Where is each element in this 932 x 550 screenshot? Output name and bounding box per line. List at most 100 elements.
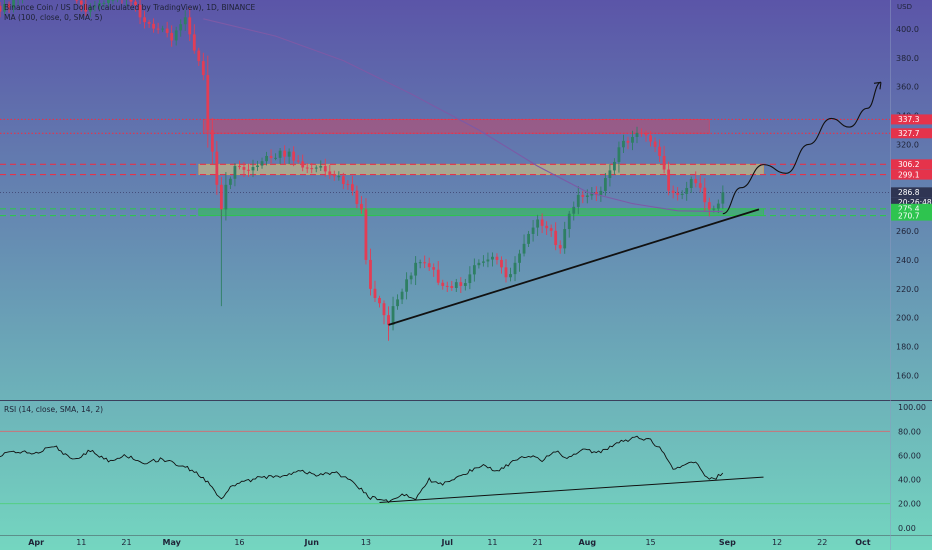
candle-body bbox=[658, 146, 661, 156]
candle bbox=[79, 0, 83, 12]
candle-body bbox=[721, 192, 725, 204]
time-axis-tick: 16 bbox=[234, 538, 244, 547]
candle bbox=[707, 197, 711, 217]
candle-body bbox=[373, 288, 377, 298]
ma-indicator-label[interactable]: MA (100, close, 0, SMA, 5) bbox=[4, 13, 103, 22]
candle-body bbox=[355, 190, 359, 204]
candle bbox=[117, 0, 118, 3]
candle bbox=[450, 280, 454, 291]
candle-body bbox=[631, 136, 634, 143]
candle bbox=[360, 195, 363, 214]
candle-body bbox=[716, 203, 720, 209]
candle bbox=[622, 134, 625, 153]
candle bbox=[310, 163, 314, 174]
candle bbox=[662, 145, 666, 174]
candle-body bbox=[147, 22, 151, 24]
candle bbox=[396, 294, 399, 310]
candle-body bbox=[445, 285, 449, 287]
candle-body bbox=[251, 167, 255, 171]
candle-body bbox=[635, 132, 639, 137]
candle bbox=[332, 170, 336, 181]
candle bbox=[441, 279, 445, 290]
candle-body bbox=[274, 157, 277, 159]
candle bbox=[238, 160, 241, 170]
candle-body bbox=[518, 253, 521, 263]
candle bbox=[3, 0, 6, 15]
candle-body bbox=[143, 17, 146, 23]
projection-arrowhead bbox=[873, 81, 882, 90]
candle bbox=[454, 278, 458, 292]
candle bbox=[161, 25, 165, 33]
candle-body bbox=[685, 187, 689, 194]
price-label: 20:26:48 bbox=[898, 198, 932, 207]
candle-body bbox=[640, 132, 643, 134]
candle-body bbox=[549, 228, 553, 231]
candle-body bbox=[432, 267, 436, 270]
candle-body bbox=[134, 1, 137, 5]
candle-body bbox=[558, 245, 562, 249]
candle-body bbox=[12, 0, 15, 8]
candle-body bbox=[323, 166, 327, 172]
candle bbox=[183, 10, 187, 31]
candle-body bbox=[161, 28, 165, 30]
candle-body bbox=[215, 151, 219, 185]
candle bbox=[350, 175, 354, 196]
candle bbox=[206, 55, 210, 148]
candle bbox=[432, 263, 436, 277]
rsi-axis-tick: 40.00 bbox=[898, 476, 921, 485]
rsi-indicator-label[interactable]: RSI (14, close, SMA, 14, 2) bbox=[4, 405, 104, 414]
candle bbox=[491, 252, 494, 267]
candle-body bbox=[350, 184, 354, 191]
candle-body bbox=[156, 28, 160, 30]
rsi-trendline bbox=[379, 476, 764, 503]
candle bbox=[617, 141, 621, 173]
candle bbox=[129, 0, 133, 7]
candle bbox=[251, 159, 255, 178]
candle-body bbox=[3, 4, 6, 12]
candle-body bbox=[391, 306, 395, 325]
candle-body bbox=[229, 178, 232, 185]
time-axis-tick: Sep bbox=[719, 538, 736, 547]
candle bbox=[721, 185, 725, 209]
price-label-box bbox=[891, 114, 932, 125]
candle-body bbox=[563, 229, 567, 249]
candle bbox=[301, 154, 305, 172]
candle-body bbox=[554, 230, 558, 246]
price-label: 275.4 bbox=[898, 205, 920, 214]
candle-body bbox=[152, 23, 156, 29]
price-axis-tick: 220.0 bbox=[896, 285, 919, 294]
candle bbox=[694, 171, 698, 188]
candle bbox=[111, 0, 115, 5]
time-axis-tick: 22 bbox=[817, 538, 827, 547]
candle-body bbox=[676, 192, 680, 195]
candle bbox=[576, 186, 580, 215]
candle bbox=[378, 295, 381, 308]
candle-body bbox=[179, 24, 183, 31]
candle-body bbox=[477, 262, 481, 266]
candle bbox=[563, 221, 567, 254]
candle-body bbox=[707, 202, 711, 210]
candle-body bbox=[427, 263, 431, 268]
candle bbox=[463, 278, 467, 291]
candle bbox=[680, 190, 684, 200]
candle bbox=[215, 140, 219, 195]
candle bbox=[382, 300, 386, 325]
time-axis-tick: Oct bbox=[855, 538, 871, 547]
candle-body bbox=[694, 179, 698, 184]
price-label: 306.2 bbox=[898, 160, 920, 169]
rsi-axis-tick: 80.00 bbox=[898, 427, 921, 436]
candle-body bbox=[414, 262, 418, 276]
moving-average-line bbox=[203, 18, 723, 213]
candle bbox=[477, 259, 481, 269]
candle bbox=[12, 0, 15, 13]
candle-body bbox=[111, 0, 115, 1]
candle-body bbox=[102, 3, 106, 5]
candle bbox=[504, 259, 508, 283]
candle bbox=[201, 52, 205, 81]
price-label-box bbox=[891, 128, 932, 139]
candle-body bbox=[436, 269, 440, 283]
candle bbox=[274, 153, 277, 161]
projection-path bbox=[722, 81, 882, 215]
